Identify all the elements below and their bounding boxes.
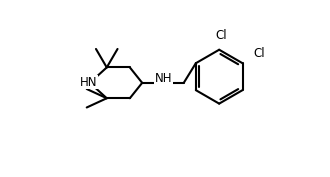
Text: Cl: Cl	[215, 29, 226, 42]
Text: HN: HN	[80, 76, 97, 88]
Text: NH: NH	[155, 73, 173, 85]
Text: Cl: Cl	[254, 47, 265, 61]
